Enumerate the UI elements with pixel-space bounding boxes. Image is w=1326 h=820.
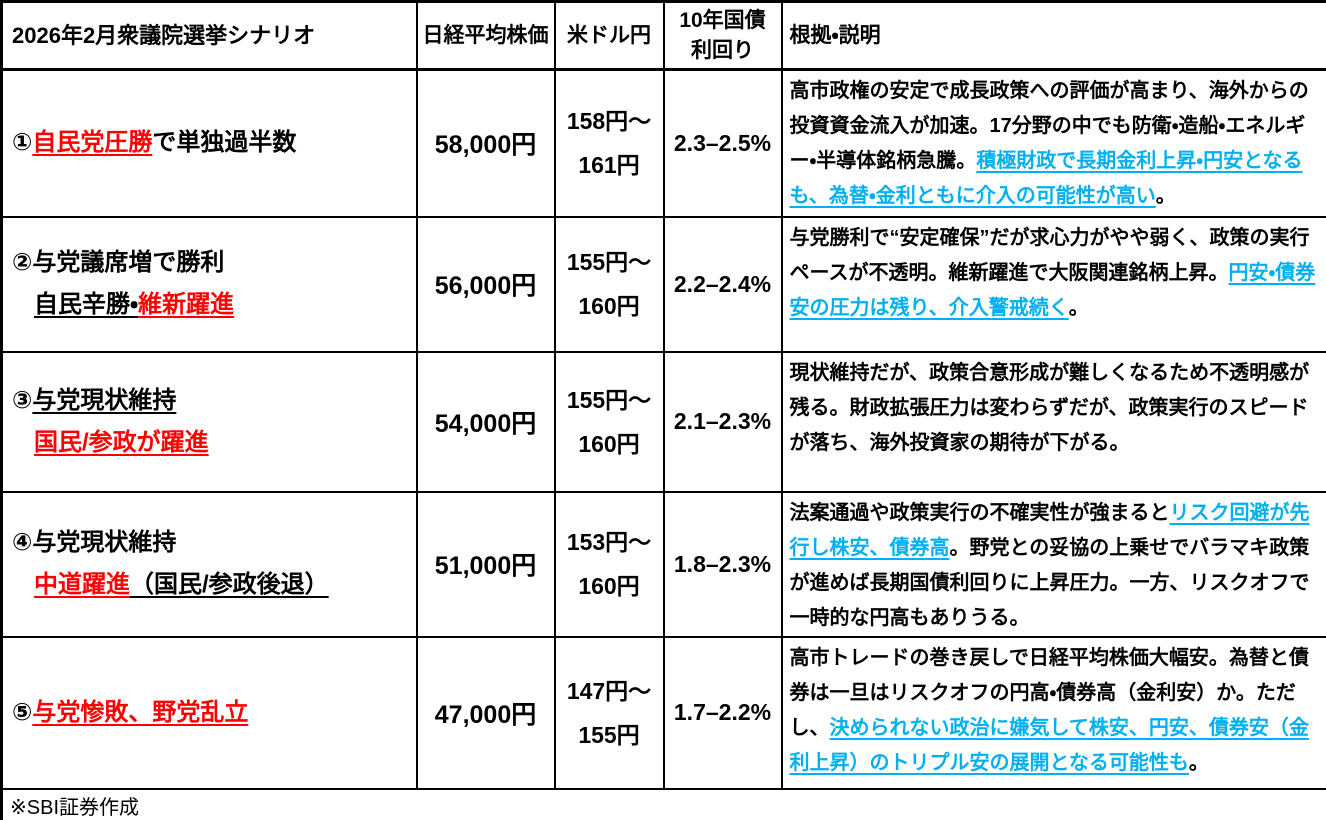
usdjpy-value: 158円～ 161円 [553, 68, 665, 218]
text-segment-plain: 法案通過や政策実行の不確実性が強まると [789, 501, 1170, 524]
table-row-scenario-3: ③与党現状維持国民/参政が躍進 54,000円 155円～ 160円 2.1–2… [0, 350, 1326, 493]
text-segment-plain: ④与党現状維持 [12, 529, 177, 556]
table-row-scenario-5: ⑤与党惨敗、野党乱立 47,000円 147円～ 155円 1.7–2.2% 高… [0, 635, 1326, 790]
usdjpy-value: 155円～ 160円 [553, 350, 665, 493]
text-segment-plain: ②与党議席増で勝利 [12, 249, 225, 276]
jgb-yield-value: 2.2–2.4% [662, 215, 783, 353]
text-segment-blue: 決められない政治に嫌気して株安、円安、債券安（金利上昇）のトリプル安の展開となる… [789, 716, 1309, 774]
scenario-line: 国民/参政が躍進 [12, 422, 416, 464]
jgb-yield-value: 1.7–2.2% [662, 635, 783, 790]
text-segment-plain: 現状維持だが、政策合意形成が難しくなるため不透明感が残る。財政拡張圧力は変わらず… [789, 361, 1310, 454]
table-row-scenario-1: ①自民党圧勝で単独過半数 58,000円 158円～ 161円 2.3–2.5%… [0, 68, 1326, 218]
col-header-nikkei: 日経平均株価 [415, 0, 556, 71]
nikkei-value: 58,000円 [415, 68, 556, 218]
scenario-line: ⑤与党惨敗、野党乱立 [12, 692, 416, 734]
text-segment-underline: （国民/参政後退） [130, 571, 329, 598]
usdjpy-value: 153円～ 160円 [553, 490, 665, 638]
usdjpy-line1: 153円～ [566, 529, 652, 555]
text-segment-underline: 与党現状維持 [32, 386, 177, 414]
scenario-cell: ④与党現状維持中道躍進（国民/参政後退） [0, 490, 418, 638]
scenario-line: ③与党現状維持 [12, 380, 416, 422]
table-body: ①自民党圧勝で単独過半数 58,000円 158円～ 161円 2.3–2.5%… [0, 68, 1326, 820]
text-segment-plain: 。野党との妥協の上乗せでバラマキ政策が進めば長期国債利回りに上昇圧力。一方、リス… [789, 536, 1310, 629]
jgb-yield-value: 1.8–2.3% [662, 490, 783, 638]
nikkei-value: 51,000円 [415, 490, 556, 638]
table-header: 2026年2月衆議院選挙シナリオ 日経平均株価 米ドル円 10年国債 利回り 根… [0, 0, 1326, 71]
col-header-usdjpy: 米ドル円 [553, 0, 665, 71]
usdjpy-line2: 155円 [578, 721, 640, 748]
scenario-cell: ①自民党圧勝で単独過半数 [0, 68, 418, 218]
usdjpy-line2: 160円 [578, 573, 640, 599]
nikkei-value: 56,000円 [415, 215, 556, 353]
source-note: ※SBI証券作成 [0, 787, 1326, 820]
usdjpy-line2: 160円 [578, 430, 640, 457]
table-row-scenario-2: ②与党議席増で勝利自民辛勝・維新躍進 56,000円 155円～ 160円 2.… [0, 215, 1326, 353]
scenario-line: ④与党現状維持 [12, 522, 416, 564]
rationale-cell: 高市政権の安定で成長政策への評価が高まり、海外からの投資資金流入が加速。17分野… [780, 68, 1326, 218]
text-segment-plain: ③ [12, 386, 33, 414]
scenario-line: ①自民党圧勝で単独過半数 [12, 122, 416, 164]
nikkei-value: 47,000円 [415, 635, 556, 790]
text-segment-red: 国民/参政が躍進 [34, 428, 209, 456]
col-header-scenario: 2026年2月衆議院選挙シナリオ [0, 0, 418, 71]
scenario-line: ②与党議席増で勝利 [12, 242, 416, 284]
text-segment-red: 維新躍進 [138, 291, 235, 318]
usdjpy-line2: 160円 [578, 293, 640, 319]
scenario-line: 自民辛勝・維新躍進 [12, 284, 416, 326]
jgb-yield-value: 2.1–2.3% [662, 350, 783, 493]
col-header-rationale: 根拠・説明 [780, 0, 1326, 71]
text-segment-red: 中道躍進 [34, 571, 130, 598]
usdjpy-line1: 158円～ [566, 108, 652, 135]
table-row-scenario-4: ④与党現状維持 中道躍進（国民/参政後退） 51,000円 153円～ 160円 … [0, 490, 1326, 638]
text-segment-blue: 積極財政で長期金利上昇・円安となるも、為替・金利ともに介入の可能性が高い [789, 150, 1303, 207]
nikkei-value: 54,000円 [415, 350, 556, 493]
usdjpy-value: 155円～ 160円 [553, 215, 665, 353]
text-segment-plain: で単独過半数 [152, 129, 297, 157]
usdjpy-line1: 155円～ [566, 249, 652, 275]
text-segment-plain: 高市政権の安定で成長政策への評価が高まり、海外からの投資資金流入が加速。17分野… [789, 80, 1309, 172]
rationale-cell: 高市トレードの巻き戻しで日経平均株価大幅安。為替と債券は一旦はリスクオフの円高・… [780, 635, 1326, 790]
text-segment-red: 自民党圧勝 [32, 129, 153, 157]
header-row: 2026年2月衆議院選挙シナリオ 日経平均株価 米ドル円 10年国債 利回り 根… [0, 0, 1326, 71]
usdjpy-line1: 155円～ [566, 386, 652, 413]
text-segment-plain: 。 [1188, 751, 1209, 774]
usdjpy-line1: 147円～ [566, 677, 652, 704]
usdjpy-value: 147円～ 155円 [553, 635, 665, 790]
text-segment-plain: ① [12, 129, 33, 157]
scenario-line: 中道躍進（国民/参政後退） [12, 564, 416, 606]
text-segment-plain: ⑤ [12, 698, 33, 726]
col-header-jgb-yield: 10年国債 利回り [662, 0, 783, 71]
text-segment-plain: 。 [1155, 185, 1176, 207]
text-segment-blue: リスク回避が先行し株安、債券高 [789, 501, 1310, 559]
scenario-cell: ⑤与党惨敗、野党乱立 [0, 635, 418, 790]
scenario-cell: ③与党現状維持国民/参政が躍進 [0, 350, 418, 493]
text-segment-plain: 高市トレードの巻き戻しで日経平均株価大幅安。為替と債券は一旦はリスクオフの円高・… [789, 646, 1309, 739]
text-segment-plain: 。 [1068, 296, 1089, 319]
rationale-cell: 法案通過や政策実行の不確実性が強まるとリスク回避が先行し株安、債券高。野党との妥… [780, 490, 1326, 638]
text-segment-blue: 円安・債券安の圧力は残り、介入警戒続く [789, 261, 1316, 319]
scenario-cell: ②与党議席増で勝利自民辛勝・維新躍進 [0, 215, 418, 353]
text-segment-red: 与党惨敗、野党乱立 [32, 698, 249, 726]
col-header-jgb-line2: 利回り [691, 38, 754, 62]
text-segment-plain: 与党勝利で“安定確保”だが求心力がやや弱く、政策の実行ペースが不透明。維新躍進で… [789, 226, 1310, 284]
source-note-row: ※SBI証券作成 [0, 787, 1326, 820]
jgb-yield-value: 2.3–2.5% [662, 68, 783, 218]
col-header-jgb-line1: 10年国債 [679, 8, 766, 32]
text-segment-underline: 自民辛勝・ [34, 291, 139, 318]
rationale-cell: 現状維持だが、政策合意形成が難しくなるため不透明感が残る。財政拡張圧力は変わらず… [780, 350, 1326, 493]
usdjpy-line2: 161円 [578, 152, 640, 179]
rationale-cell: 与党勝利で“安定確保”だが求心力がやや弱く、政策の実行ペースが不透明。維新躍進で… [780, 215, 1326, 353]
